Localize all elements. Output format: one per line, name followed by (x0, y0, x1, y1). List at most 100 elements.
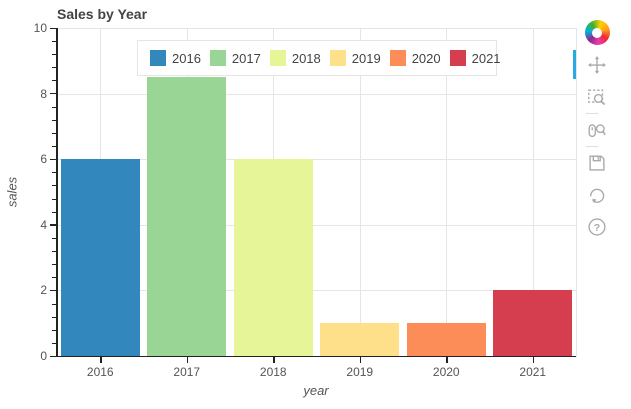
y-minor-tick (52, 185, 56, 187)
y-axis-label: sales (4, 176, 20, 208)
pan-move-icon (586, 54, 608, 76)
reset-refresh-icon (586, 184, 608, 206)
wheel-zoom-icon (586, 119, 608, 141)
gridline-y-4 (58, 224, 576, 226)
legend-swatch (329, 50, 346, 66)
x-tick-label: 2020 (432, 365, 460, 379)
box-zoom-tool-button[interactable] (586, 86, 608, 108)
bar-2017 (147, 77, 227, 356)
reset-tool-button[interactable] (586, 184, 608, 206)
save-floppy-icon (586, 152, 608, 174)
bar-2020 (406, 323, 486, 356)
y-minor-tick (52, 251, 56, 253)
gridline-x-2020 (446, 28, 448, 355)
svg-text:?: ? (594, 222, 600, 234)
y-tick-label: 10 (33, 21, 47, 35)
x-tick-label: 2019 (346, 365, 374, 379)
pan-tool-button[interactable] (573, 50, 608, 79)
legend-swatch (269, 50, 286, 66)
y-minor-tick (52, 237, 56, 239)
y-minor-tick (52, 67, 56, 69)
y-minor-tick (52, 329, 56, 331)
y-minor-tick (52, 80, 56, 82)
legend-swatch (389, 50, 406, 66)
gridline-y-8 (58, 93, 576, 95)
x-axis-label: year (303, 383, 329, 398)
toolbar-divider (586, 146, 598, 147)
legend-label: 2021 (471, 50, 501, 66)
y-minor-tick (52, 106, 56, 108)
x-tick-2016 (100, 357, 102, 363)
box-zoom-icon (586, 86, 608, 108)
bokeh-logo[interactable] (584, 20, 610, 45)
x-axis-line (56, 355, 576, 358)
y-minor-tick (52, 211, 56, 213)
y-minor-tick (52, 303, 56, 305)
legend-label: 2019 (351, 50, 381, 66)
legend: 2016 2017 2018 2019 2020 2021 (137, 40, 501, 76)
y-tick-label: 6 (40, 152, 47, 167)
wheel-zoom-tool-button[interactable] (586, 119, 608, 141)
y-major-tick (50, 158, 56, 161)
bokeh-toolbar: ? (573, 20, 617, 248)
bar-2016 (60, 159, 140, 356)
legend-swatch (449, 50, 466, 66)
chart-title: Sales by Year (57, 6, 148, 22)
x-tick-2018 (273, 357, 275, 363)
bar-2021 (493, 290, 573, 356)
x-tick-2020 (446, 357, 448, 363)
x-tick-2021 (532, 357, 535, 363)
y-minor-tick (52, 342, 56, 344)
y-minor-tick (52, 264, 56, 266)
legend-item-2017: 2017 (209, 50, 261, 66)
y-minor-tick (52, 198, 56, 200)
legend-item-2020: 2020 (389, 50, 441, 66)
y-minor-tick (52, 41, 56, 43)
x-tick-label: 2017 (173, 365, 201, 379)
legend-label: 2018 (291, 50, 321, 66)
x-tick-label: 2018 (259, 365, 287, 379)
plot-outline (57, 28, 577, 357)
y-minor-tick (52, 146, 56, 148)
y-minor-tick (52, 316, 56, 318)
toolbar-tools: ? (573, 50, 608, 248)
bar-2019 (320, 323, 400, 356)
help-tool-button[interactable]: ? (586, 216, 608, 238)
y-minor-tick (52, 132, 56, 134)
legend-swatch (209, 50, 226, 66)
y-major-tick (50, 289, 56, 292)
legend-label: 2017 (231, 50, 261, 66)
gridline-x-2019 (359, 28, 361, 355)
toolbar-divider (586, 113, 598, 114)
x-tick-2017 (186, 357, 189, 363)
legend-item-2019: 2019 (329, 50, 381, 66)
legend-item-2016: 2016 (150, 50, 201, 66)
x-tick-2019 (359, 357, 362, 363)
y-major-tick (50, 224, 56, 226)
gridline-y-2 (58, 290, 576, 292)
y-major-tick (50, 27, 56, 29)
gridline-x-2021 (532, 28, 534, 355)
y-major-tick (50, 355, 56, 357)
legend-label: 2020 (411, 50, 441, 66)
x-tick-label: 2021 (519, 365, 547, 379)
y-major-tick (50, 93, 56, 95)
y-tick-label: 4 (40, 217, 47, 232)
save-tool-button[interactable] (586, 152, 608, 174)
legend-swatch (150, 50, 166, 66)
x-tick-label: 2016 (86, 365, 114, 379)
y-axis-line (56, 28, 58, 356)
help-icon: ? (586, 216, 608, 238)
y-tick-label: 2 (40, 283, 47, 298)
y-minor-tick (52, 54, 56, 56)
legend-item-2021: 2021 (449, 50, 501, 66)
legend-label: 2016 (172, 50, 201, 66)
y-minor-tick (52, 172, 56, 174)
bar-2018 (233, 159, 313, 356)
gridline-y-6 (58, 159, 576, 161)
y-tick-label: 0 (40, 349, 47, 363)
y-minor-tick (52, 119, 56, 121)
y-minor-tick (52, 277, 56, 279)
legend-item-2018: 2018 (269, 50, 321, 66)
